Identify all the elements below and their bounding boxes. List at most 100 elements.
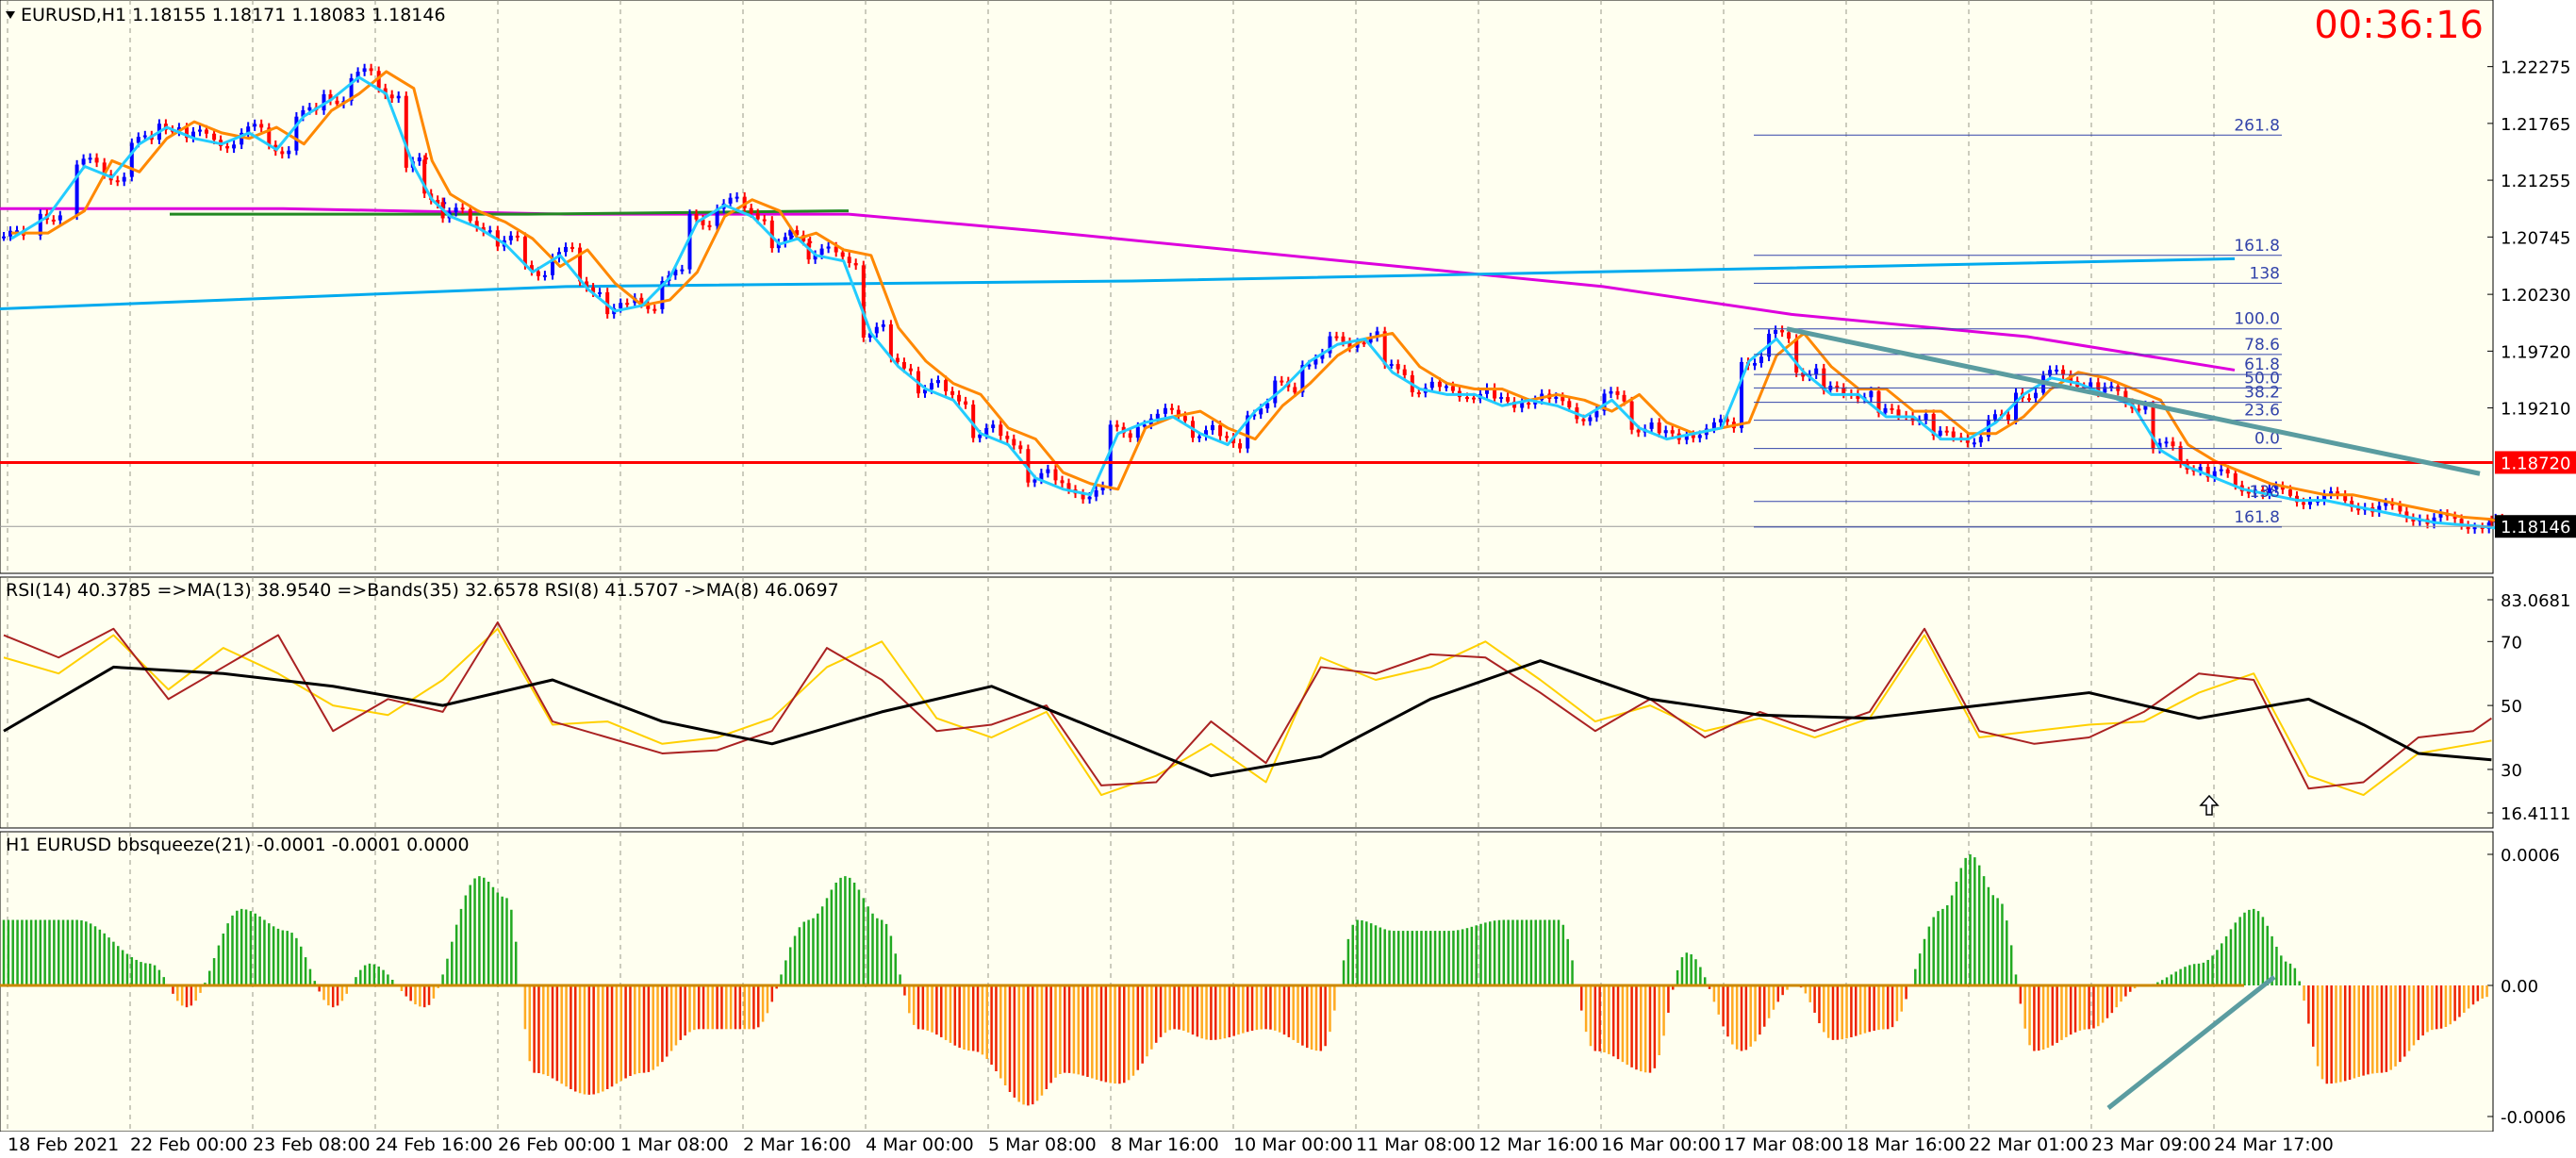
candle-body (422, 159, 427, 194)
candle-body (585, 281, 589, 288)
candle-body (122, 176, 126, 182)
candle-body (2350, 501, 2354, 507)
candle-body (1890, 407, 1894, 410)
candle-body (1869, 390, 1874, 398)
price-tick-label: 1.20230 (2501, 286, 2570, 306)
candle-body (508, 235, 513, 240)
descending-trendline (1786, 326, 2481, 476)
candle-body (1163, 407, 1167, 414)
candle-body (2157, 442, 2162, 450)
price-tick-label: 1.20745 (2501, 228, 2570, 248)
candle-body (1636, 429, 1641, 433)
candle-body (2384, 502, 2388, 506)
candle-body (280, 151, 285, 155)
candle-body (1663, 430, 1668, 434)
candle-body (2438, 513, 2443, 518)
candle-body (646, 303, 651, 309)
candle-body (1094, 489, 1098, 497)
candle-body (1402, 369, 1407, 375)
candle-body (383, 88, 388, 95)
candle-body (2103, 387, 2107, 393)
candle-body (564, 246, 568, 253)
candle-body (1780, 329, 1785, 333)
candle-body (749, 207, 753, 214)
candle-body (474, 221, 479, 227)
time-tick-label: 24 Feb 16:00 (375, 1134, 493, 1155)
candle-body (1822, 368, 1826, 390)
candle-body (1273, 380, 1278, 404)
candle-body (136, 137, 140, 143)
candle-body (930, 383, 933, 389)
candle-body (950, 390, 955, 395)
candle-body (999, 424, 1003, 437)
candle-body (307, 107, 312, 110)
candle-body (198, 129, 202, 132)
candle-body (2329, 491, 2334, 495)
price-tick-label: 1.19720 (2501, 342, 2570, 362)
candle-body (1382, 331, 1387, 365)
candle-body (1718, 419, 1723, 422)
candle-body (2212, 471, 2217, 478)
rsi-fast-line (3, 627, 2492, 797)
time-tick-label: 1 Mar 08:00 (620, 1134, 729, 1155)
candle-body (1951, 431, 1956, 438)
candle-body (376, 71, 381, 89)
time-tick-label: 24 Mar 17:00 (2214, 1134, 2334, 1155)
candle-body (1910, 416, 1915, 422)
candle-body (769, 220, 774, 249)
candle-body (2006, 414, 2010, 421)
time-tick-label: 18 Mar 16:00 (1846, 1134, 1966, 1155)
candle-body (819, 248, 824, 256)
candle-body (1265, 403, 1270, 409)
candle-body (1759, 356, 1763, 363)
fib-level-label: 0.0 (2254, 430, 2280, 449)
candle-body (874, 326, 879, 334)
candle-body (625, 303, 630, 306)
candle-body (2198, 467, 2203, 471)
candle-body (1341, 336, 1346, 342)
candle-body (417, 157, 421, 162)
rsi-pane-background (0, 576, 2494, 829)
candle-body (901, 361, 906, 369)
candle-body (1066, 483, 1071, 490)
candle-body (2205, 467, 2210, 478)
candle-body (1176, 409, 1181, 417)
candle-body (460, 207, 465, 210)
candle-body (1978, 437, 1983, 443)
sq-tick-label: -0.0006 (2501, 1108, 2566, 1128)
time-tick-label: 4 Mar 00:00 (866, 1134, 974, 1155)
candle-body (944, 380, 949, 391)
candle-body (1225, 436, 1230, 438)
candle-body (1856, 394, 1860, 399)
candle-body (964, 401, 968, 405)
candle-body (2466, 524, 2470, 530)
up-arrow-icon (2199, 794, 2220, 816)
candle-body (15, 230, 19, 233)
candle-body (1711, 422, 1716, 429)
candle-body (2489, 520, 2494, 522)
rsi-ma-line (3, 620, 2492, 790)
candle-body (1472, 397, 1476, 400)
candle-body (2061, 369, 2066, 375)
fib-level-label: 161.8 (2234, 508, 2280, 527)
candle-body (2233, 473, 2237, 486)
candle-body (808, 240, 813, 243)
candle-body (861, 265, 866, 338)
candle-body (1012, 438, 1016, 446)
candle-body (335, 100, 339, 105)
candle-body (888, 324, 893, 358)
candle-body (2377, 505, 2382, 513)
sq-pane-background (0, 831, 2494, 1133)
candle-body (1622, 394, 1627, 402)
candle-body (1512, 401, 1517, 408)
candle-body (789, 235, 794, 238)
candle-body (1841, 388, 1846, 394)
candle-body (2137, 408, 2141, 411)
candle-body (551, 257, 554, 275)
candle-body (1931, 414, 1936, 436)
candle-body (762, 219, 767, 222)
candle-body (991, 424, 996, 428)
candle-body (1594, 410, 1599, 418)
candle-body (1389, 364, 1394, 367)
